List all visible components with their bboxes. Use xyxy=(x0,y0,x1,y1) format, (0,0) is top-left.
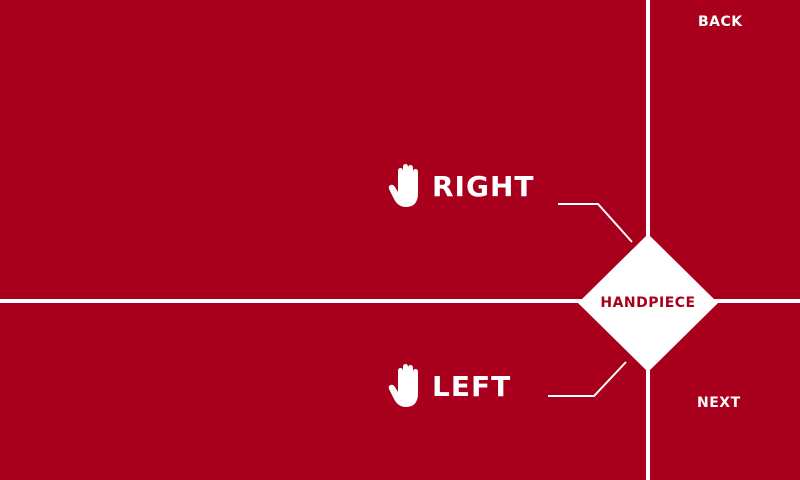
next-button[interactable]: NEXT xyxy=(697,395,741,411)
right-label: RIGHT xyxy=(432,170,535,203)
right-hand-option[interactable]: RIGHT xyxy=(388,163,535,211)
diamond-shape xyxy=(578,234,718,372)
left-label: LEFT xyxy=(432,370,512,403)
handpiece-label: HANDPIECE xyxy=(600,295,696,311)
left-hand-option[interactable]: LEFT xyxy=(388,363,511,411)
right-connector-line xyxy=(558,203,633,243)
back-button[interactable]: BACK xyxy=(698,14,743,30)
hand-icon xyxy=(388,364,418,407)
handpiece-diamond[interactable]: HANDPIECE xyxy=(578,234,718,374)
hand-icon xyxy=(388,164,418,207)
left-connector-line xyxy=(548,361,627,397)
